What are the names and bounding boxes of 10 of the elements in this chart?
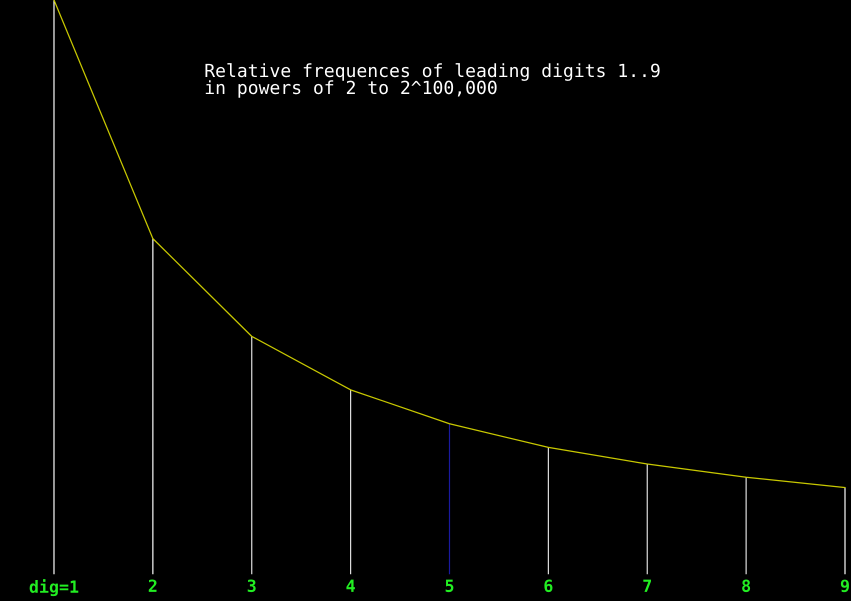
x-tick-label: 3 <box>248 579 256 592</box>
x-tick-label: 9 <box>840 580 849 592</box>
x-tick-label: 2 <box>148 579 156 592</box>
x-tick-label: 8 <box>742 579 750 592</box>
x-tick-label: 6 <box>544 579 552 592</box>
x-tick-label: 4 <box>346 580 355 592</box>
x-tick-label: dig=1 <box>30 579 78 596</box>
text: Relative frequences of leading digits 1..9 in powers of 2 to 2^100,000 <box>206 63 660 98</box>
x-tick-label: 5 <box>446 580 454 592</box>
x-tick-label: 7 <box>643 580 652 592</box>
